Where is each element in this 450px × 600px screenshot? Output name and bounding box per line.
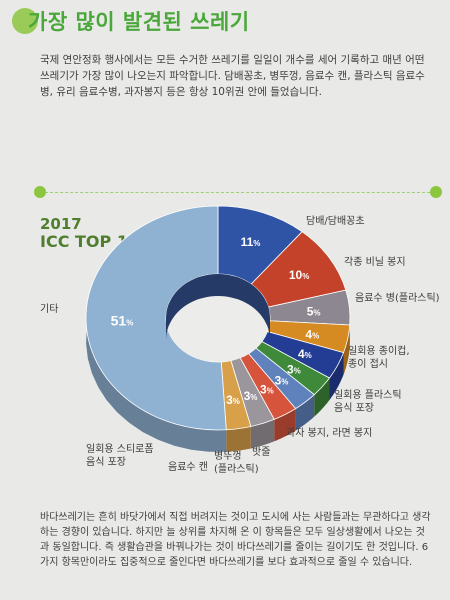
slice-value-label-2: 5% bbox=[307, 304, 321, 318]
chart-year: 2017 bbox=[40, 215, 82, 233]
slice-value-label-6: 3% bbox=[275, 374, 289, 388]
intro-paragraph: 국제 연안정화 행사에서는 모든 수거한 쓰레기를 일일이 개수를 세어 기록하… bbox=[40, 52, 430, 100]
chart-title: 2017 ICC TOP 10 bbox=[40, 215, 140, 251]
slice-value-label-9: 3% bbox=[226, 393, 240, 407]
slice-category-label-2: 음료수 병(플라스틱) bbox=[355, 292, 440, 304]
title-block: 가장 많이 발견된 쓰레기 bbox=[12, 6, 250, 36]
slice-category-label-8: 음료수 캔 bbox=[168, 461, 208, 473]
slice-value-label-0: 11% bbox=[241, 235, 261, 249]
slice-value-label-1: 10% bbox=[289, 268, 309, 282]
slice-side-4 bbox=[329, 352, 344, 400]
slice-side-5 bbox=[314, 378, 330, 417]
slice-value-label-5: 3% bbox=[287, 362, 301, 376]
slice-category-label-7: 병뚜껑 (플라스틱) bbox=[214, 450, 259, 475]
section-divider bbox=[40, 192, 430, 194]
slice-value-label-3: 4% bbox=[305, 327, 319, 341]
slice-category-label-0: 담배/담배꽁초 bbox=[306, 215, 365, 227]
slice-category-label-6: 밧줄 bbox=[252, 446, 270, 458]
slice-side-7 bbox=[274, 408, 296, 442]
chart-title-text: ICC TOP 10 bbox=[40, 232, 140, 251]
slice-category-label-9: 일회용 스티로폼 음식 포장 bbox=[86, 443, 154, 468]
slice-category-label-5: 과자 봉지, 라면 봉지 bbox=[286, 427, 372, 439]
intro-text: 국제 연안정화 행사에서는 모든 수거한 쓰레기를 일일이 개수를 세어 기록하… bbox=[40, 54, 425, 98]
slice-category-label-4: 일회용 플라스틱 음식 포장 bbox=[334, 389, 402, 414]
slice-value-label-8: 3% bbox=[244, 389, 258, 403]
slice-category-label-1: 각종 비닐 봉지 bbox=[344, 256, 406, 268]
slice-value-label-7: 3% bbox=[260, 383, 274, 397]
divider-dot-left bbox=[34, 186, 46, 198]
donut-hole-wall bbox=[166, 274, 270, 340]
page-title: 가장 많이 발견된 쓰레기 bbox=[28, 10, 250, 34]
outro-paragraph: 바다쓰레기는 흔히 바닷가에서 직접 버려지는 것이고 도시에 사는 사람들과는… bbox=[40, 510, 432, 570]
slice-value-label-10: 51% bbox=[111, 313, 134, 329]
slice-category-label-3: 일회용 종이컵, 종이 접시 bbox=[348, 344, 410, 370]
slice-side-6 bbox=[295, 394, 315, 431]
slice-side-9 bbox=[226, 426, 251, 452]
divider-dot-right bbox=[430, 186, 442, 198]
slice-category-label-10: 기타 bbox=[40, 303, 58, 315]
title-circle-icon bbox=[12, 8, 38, 34]
outro-text: 바다쓰레기는 흔히 바닷가에서 직접 버려지는 것이고 도시에 사는 사람들과는… bbox=[40, 512, 431, 568]
slice-side-8 bbox=[250, 419, 275, 449]
slice-value-label-4: 4% bbox=[298, 347, 312, 361]
